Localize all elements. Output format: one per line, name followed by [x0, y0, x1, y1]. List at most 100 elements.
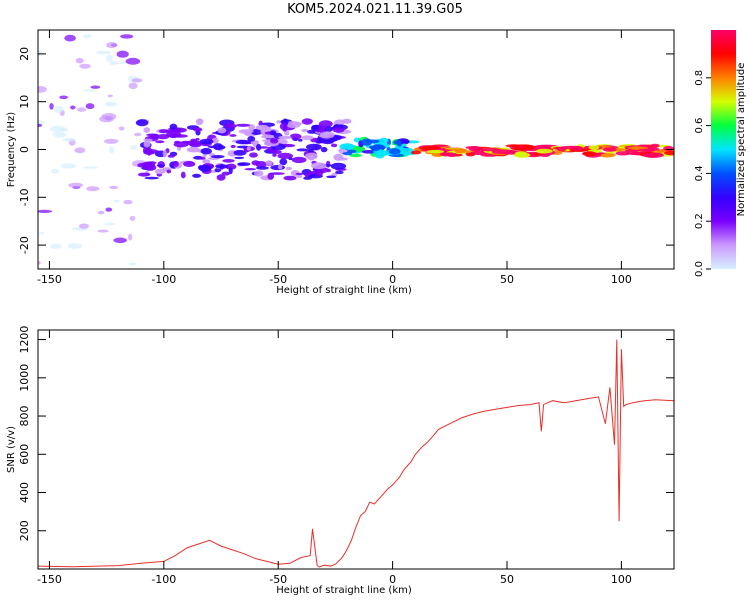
heatmap-cell [273, 150, 282, 154]
snr-x-tick-label: -150 [37, 573, 62, 586]
heatmap-cell [195, 118, 204, 126]
heatmap-cell [156, 164, 165, 167]
heatmap-cell [236, 145, 250, 149]
heatmap-cell [96, 50, 111, 55]
heatmap-cell [247, 136, 256, 142]
heatmap-cell [334, 119, 346, 125]
heatmap-cell [112, 61, 127, 65]
heatmap-cell [128, 82, 138, 90]
heatmap-cell [285, 121, 302, 128]
colorbar-tick-label: 0.8 [694, 70, 705, 86]
heatmap-cell [279, 122, 288, 130]
heatmap-cell [143, 149, 159, 154]
heatmap-cell [165, 131, 182, 138]
heatmap-cell [74, 147, 86, 154]
heatmap-cell [238, 162, 246, 166]
heatmap-cell [198, 164, 212, 172]
heatmap-cell [400, 138, 409, 145]
heatmap-cell [82, 166, 98, 169]
heatmap-cell [38, 50, 42, 56]
heatmap-cell [514, 151, 528, 156]
spectrogram-x-tick-label: 100 [611, 273, 632, 286]
heatmap-cell [61, 163, 77, 169]
heatmap-cell [52, 131, 67, 138]
heatmap-cell [289, 133, 302, 140]
heatmap-cell [401, 143, 407, 147]
heatmap-cell [83, 89, 97, 92]
heatmap-cell [193, 127, 203, 132]
heatmap-cell [190, 138, 197, 143]
heatmap-cell [478, 148, 501, 152]
heatmap-cell [332, 127, 345, 133]
heatmap-cell [49, 103, 54, 110]
heatmap-cell [109, 185, 119, 190]
heatmap-cell [341, 143, 354, 150]
heatmap-cell [169, 123, 178, 130]
heatmap-cell [107, 94, 113, 98]
heatmap-cell [234, 156, 245, 160]
heatmap-cell [59, 95, 68, 100]
heatmap-cell [233, 149, 247, 156]
heatmap-cell [505, 144, 522, 148]
heatmap-cell [399, 147, 415, 155]
heatmap-cell [215, 164, 229, 169]
heatmap-cell [388, 148, 401, 155]
snr-x-tick-label: 100 [611, 573, 632, 586]
heatmap-cell [251, 160, 260, 166]
heatmap-cell [216, 174, 226, 181]
heatmap-cell [230, 144, 236, 149]
snr-y-tick-label: 400 [18, 482, 31, 503]
heatmap-cell [211, 137, 219, 144]
heatmap-cell [135, 119, 149, 127]
heatmap-cell [296, 174, 303, 179]
heatmap-cell [207, 145, 217, 148]
heatmap-cell [167, 154, 175, 158]
heatmap-cell [369, 145, 378, 150]
heatmap-cell [199, 138, 214, 145]
heatmap-cell [108, 146, 115, 154]
heatmap-cell [361, 138, 373, 146]
heatmap-cell [335, 170, 344, 175]
heatmap-cell [104, 101, 117, 107]
heatmap-cell [131, 78, 143, 83]
heatmap-cell [79, 63, 91, 69]
snr-axes-frame [37, 329, 675, 570]
heatmap-cell [146, 133, 159, 137]
spectrogram-x-tick-label: -50 [269, 273, 287, 286]
heatmap-cell [269, 130, 277, 136]
heatmap-cell [39, 231, 45, 235]
heatmap-cell [144, 176, 159, 180]
heatmap-cell [75, 57, 84, 64]
heatmap-cell [64, 34, 76, 42]
heatmap-cell [305, 152, 318, 160]
heatmap-cell [50, 168, 60, 174]
heatmap-cell [265, 160, 273, 166]
heatmap-cell [235, 139, 251, 145]
heatmap-cell [228, 167, 233, 175]
heatmap-cell [588, 145, 600, 150]
heatmap-cell [224, 123, 237, 129]
heatmap-cell [99, 115, 114, 123]
heatmap-cell [627, 146, 649, 150]
heatmap-cell [147, 151, 152, 156]
snr-y-tick-label: 800 [18, 406, 31, 427]
heatmap-cell [431, 146, 442, 150]
heatmap-cell [642, 152, 664, 158]
heatmap-cell [128, 233, 133, 241]
heatmap-cell [298, 138, 303, 142]
heatmap-cell [650, 143, 660, 148]
heatmap-cell [426, 149, 445, 154]
heatmap-cell [106, 54, 113, 62]
heatmap-cell [307, 129, 316, 134]
heatmap-cell [326, 175, 337, 179]
heatmap-cell [104, 222, 116, 226]
spectrogram-y-tick-label: 0 [18, 146, 31, 153]
spectrogram-y-tick-label: -20 [18, 236, 31, 254]
heatmap-cell [330, 162, 347, 170]
snr-x-tick-label: 0 [389, 573, 396, 586]
heatmap-cell [222, 159, 235, 163]
heatmap-cell [173, 160, 179, 167]
heatmap-cell [664, 150, 674, 156]
spectrogram-y-tick-label: -10 [18, 188, 31, 206]
